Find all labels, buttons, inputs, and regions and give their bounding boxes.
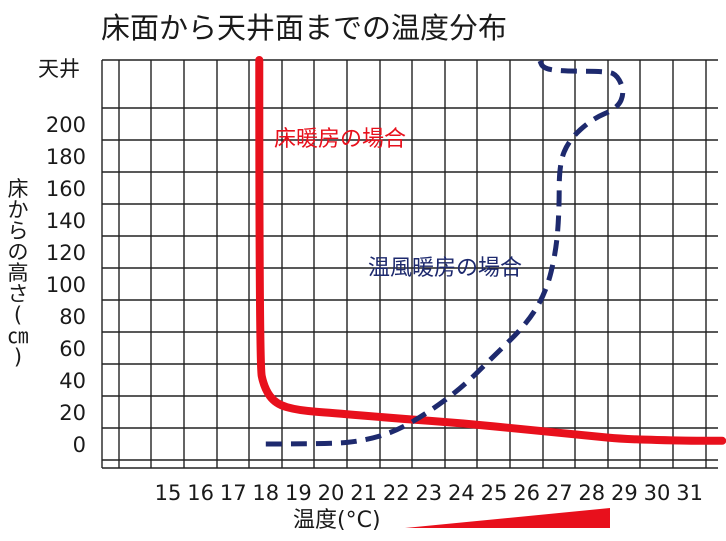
chart-title: 床面から天井面までの温度分布 [101,11,507,45]
y-tick-label: 200 [46,113,86,137]
y-tick-label: 20 [59,401,86,425]
x-tick-label: 19 [285,481,312,505]
x-tick-label: 16 [187,481,214,505]
series-group [255,56,726,447]
x-tick-label: 27 [546,481,573,505]
x-tick-labels: 15 16 17 18 19 20 21 22 23 24 25 26 27 28 29 30 31 [155,481,703,505]
y-tick-label: 140 [46,209,86,233]
warm-air-heating-line [265,59,626,447]
x-tick-label: 18 [252,481,279,505]
y-tick-label: 40 [59,369,86,393]
x-tick-label: 30 [644,481,671,505]
x-tick-label: 29 [611,481,638,505]
floor-heating-line [255,56,726,445]
temperature-ramp [405,508,610,528]
x-tick-label: 24 [448,481,475,505]
y-tick-label: 120 [46,241,86,265]
x-tick-label: 28 [578,481,605,505]
y-tick-label: 80 [59,305,86,329]
y-tick-label: 180 [46,145,86,169]
x-tick-label: 25 [481,481,508,505]
y-tick-label: 100 [46,273,86,297]
y-axis-label: 床からの高さ(㎝) [8,177,29,369]
x-axis-label: 温度(°C) [293,508,381,533]
x-tick-label: 15 [155,481,182,505]
x-tick-label: 21 [350,481,377,505]
x-tick-label: 31 [676,481,703,505]
y-tick-label: 160 [46,177,86,201]
y-top-label: 天井 [38,57,80,81]
x-tick-label: 17 [220,481,247,505]
y-tick-label: 60 [59,337,86,361]
y-tick-label: 0 [73,433,86,457]
series-label-floor-heating: 床暖房の場合 [274,127,406,152]
x-tick-label: 26 [513,481,540,505]
series-label-warm-air-heating: 温風暖房の場合 [368,256,522,281]
x-tick-label: 23 [415,481,442,505]
x-tick-label: 22 [383,481,410,505]
y-tick-labels: 0 20 40 60 80 100 120 140 160 180 200 [46,113,86,457]
x-tick-label: 20 [318,481,345,505]
grid [101,59,718,469]
